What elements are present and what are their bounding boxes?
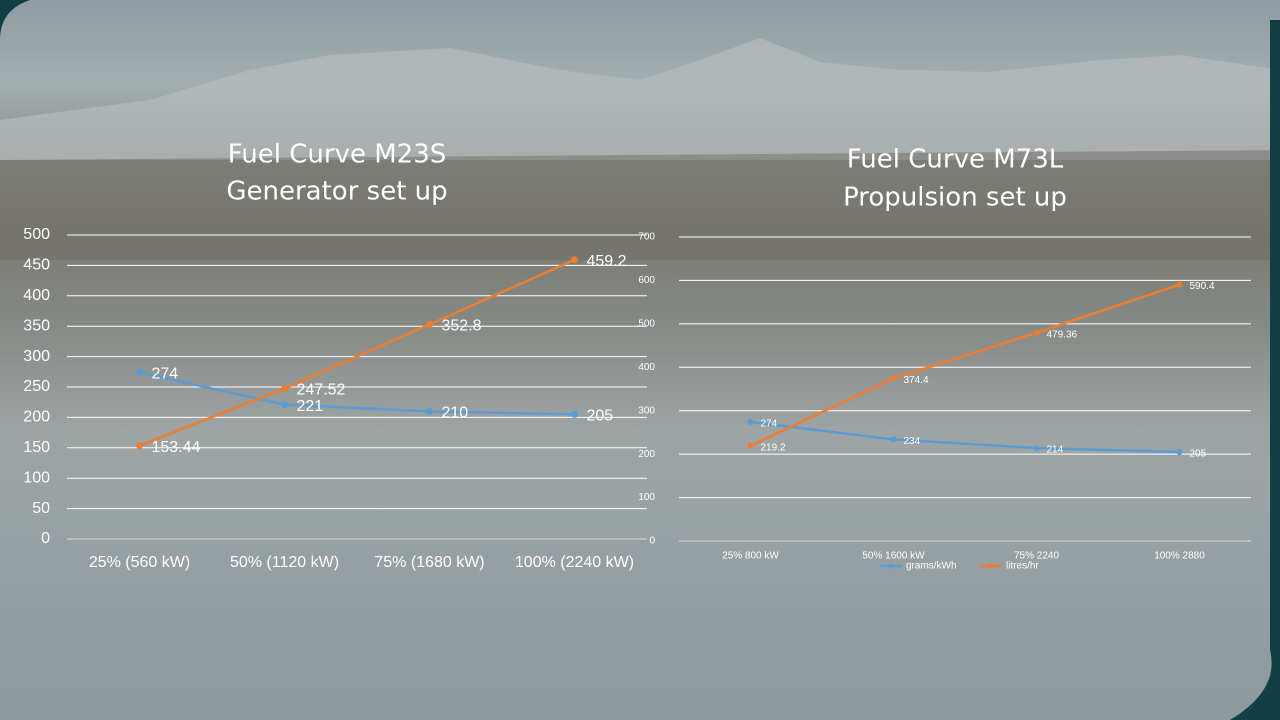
y-tick-label: 250 — [23, 378, 50, 395]
y-tick-label: 300 — [23, 348, 50, 365]
data-point — [1176, 448, 1183, 455]
legend-marker — [988, 563, 994, 569]
y-tick-label: 200 — [23, 409, 50, 426]
y-tick-label: 0 — [649, 536, 655, 547]
data-point — [136, 368, 143, 376]
data-point — [1033, 445, 1040, 452]
y-tick-label: 100 — [638, 492, 655, 503]
x-tick-label: 50% 1600 kW — [862, 551, 925, 562]
y-tick-label: 600 — [638, 275, 655, 286]
charts: Fuel Curve M23S Generator set up 0 50 100 150… — [23, 140, 1251, 572]
x-tick-label: 25% (560 kW) — [89, 554, 190, 571]
x-tick-label: 75% (1680 kW) — [374, 554, 484, 571]
x-tick-label: 75% 2240 — [1014, 551, 1059, 562]
corner-accent — [1230, 20, 1280, 720]
y-tick-label: 150 — [23, 439, 50, 456]
data-point — [281, 401, 288, 409]
data-point — [136, 442, 143, 450]
data-point — [426, 407, 433, 415]
series-line — [139, 371, 575, 416]
treeline — [0, 150, 1280, 260]
data-label: 221 — [297, 398, 324, 415]
y-tick-label: 450 — [23, 257, 50, 274]
data-label: 374.4 — [904, 375, 929, 386]
x-tick-label: 50% (1120 kW) — [230, 554, 339, 571]
data-label: 234 — [904, 436, 921, 447]
y-tick-label: 50 — [32, 500, 50, 517]
series-line — [749, 283, 1180, 447]
chart-subtitle: Generator set up — [226, 177, 447, 207]
data-label: 352.8 — [442, 318, 482, 335]
data-label: 205 — [1190, 449, 1207, 460]
corner-accent — [0, 0, 30, 40]
y-tick-label: 700 — [638, 232, 655, 243]
chart-subtitle: Propulsion set up — [843, 183, 1067, 213]
data-point — [747, 419, 754, 426]
x-tick-label: 100% 2880 — [1154, 551, 1205, 562]
mountains — [0, 38, 1280, 160]
chart-title: Fuel Curve M73L — [847, 145, 1064, 175]
data-point — [1176, 281, 1183, 288]
x-tick-label: 25% 800 kW — [722, 551, 779, 562]
data-point — [1033, 329, 1040, 336]
legend-label: grams/kWh — [906, 561, 957, 572]
y-tick-label: 400 — [638, 362, 655, 373]
data-label: 274 — [761, 419, 778, 430]
data-label: 459.2 — [587, 253, 627, 270]
data-label: 219.2 — [761, 442, 786, 453]
y-tick-label: 400 — [23, 287, 50, 304]
data-label: 153.44 — [152, 439, 201, 456]
legend-label: litres/hr — [1006, 561, 1039, 572]
x-tick-label: 100% (2240 kW) — [515, 554, 634, 571]
y-tick-label: 300 — [638, 405, 655, 416]
y-tick-label: 500 — [23, 226, 50, 243]
data-label: 247.52 — [297, 382, 346, 399]
chart-title: Fuel Curve M23S — [228, 140, 447, 170]
data-point — [890, 436, 897, 443]
data-point — [571, 410, 578, 418]
data-point — [747, 442, 754, 449]
data-point — [571, 256, 578, 264]
series-line — [139, 258, 576, 447]
y-tick-label: 200 — [638, 449, 655, 460]
legend-marker — [888, 563, 894, 569]
data-label: 274 — [152, 366, 179, 383]
y-tick-label: 100 — [23, 469, 50, 486]
data-point — [426, 320, 433, 328]
y-tick-label: 500 — [638, 318, 655, 329]
data-label: 479.36 — [1047, 329, 1078, 340]
data-label: 214 — [1047, 445, 1064, 456]
y-tick-label: 0 — [41, 530, 50, 547]
data-point — [890, 375, 897, 382]
data-label: 210 — [442, 405, 469, 422]
y-tick-label: 350 — [23, 317, 50, 334]
series-line — [750, 420, 1180, 454]
data-label: 205 — [587, 408, 614, 425]
data-point — [281, 385, 288, 393]
data-label: 590.4 — [1190, 281, 1215, 292]
